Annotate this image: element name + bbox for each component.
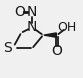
Text: OH: OH [58, 21, 77, 34]
Text: O: O [14, 5, 25, 20]
Text: O: O [52, 44, 62, 58]
Text: N: N [27, 20, 37, 34]
Text: N: N [27, 5, 37, 20]
Text: S: S [3, 41, 12, 55]
Polygon shape [44, 33, 56, 37]
